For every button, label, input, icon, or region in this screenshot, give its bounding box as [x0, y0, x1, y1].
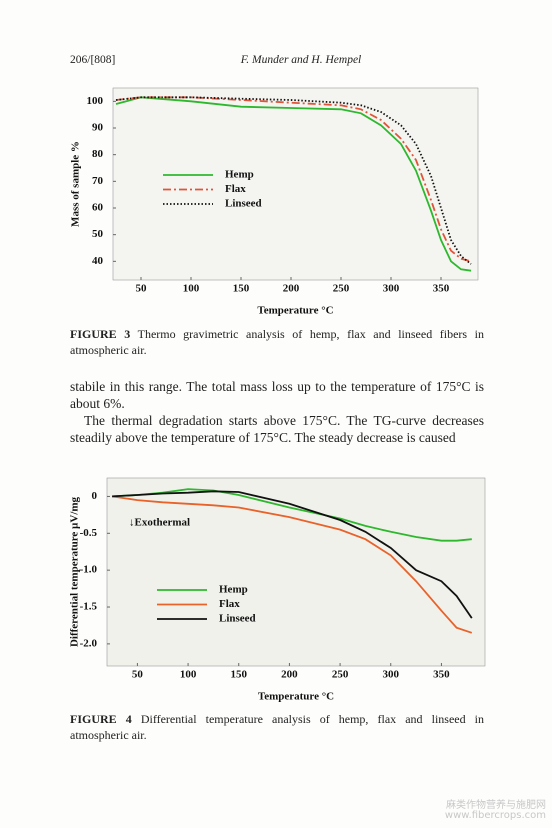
series-line [115, 96, 472, 272]
x-tick-label: 200 [281, 669, 298, 681]
legend-label: Flax [225, 183, 246, 195]
annotation: ↓Exothermal [129, 517, 190, 529]
legend-label: Hemp [225, 169, 254, 181]
y-tick-label: 50 [92, 228, 104, 240]
series-line [112, 488, 472, 542]
series-line [115, 96, 472, 265]
authors: F. Munder and H. Hempel [240, 54, 362, 66]
caption: FIGURE 4 Differential temperature analys… [70, 711, 484, 743]
legend-label: Flax [219, 598, 240, 610]
caption-label: FIGURE 4 [70, 712, 132, 726]
plot-area [112, 87, 479, 281]
x-tick-label: 250 [333, 283, 350, 295]
y-tick-label: 0 [92, 490, 98, 502]
legend-label: Linseed [219, 613, 256, 625]
x-axis-label: Temperature °C [257, 305, 333, 317]
paragraph: The thermal degradation starts above 175… [70, 413, 484, 445]
x-tick-label: 200 [283, 283, 300, 295]
y-tick-label: 80 [92, 148, 104, 160]
page-number: 206/[808] [70, 54, 116, 66]
x-tick-label: 300 [383, 283, 400, 295]
y-tick-label: -0.5 [80, 527, 98, 539]
y-tick-label: 90 [92, 122, 104, 134]
x-tick-label: 250 [332, 669, 349, 681]
y-axis-label: Mass of sample % [70, 141, 82, 227]
paragraph: stabile in this range. The total mass lo… [70, 379, 484, 411]
watermark: www.fibercrops.com [444, 810, 546, 821]
x-tick-label: 150 [230, 669, 247, 681]
y-tick-label: 40 [92, 255, 104, 267]
x-tick-label: 50 [132, 669, 144, 681]
x-tick-label: 300 [383, 669, 400, 681]
x-tick-label: 100 [180, 669, 197, 681]
x-axis-label: Temperature °C [258, 691, 334, 703]
series-line [111, 495, 473, 634]
x-tick-label: 100 [183, 283, 200, 295]
caption-text: Thermo gravimetric analysis of hemp, fla… [70, 327, 484, 357]
caption-label: FIGURE 3 [70, 327, 131, 341]
caption: FIGURE 3 Thermo gravimetric analysis of … [70, 326, 484, 358]
y-tick-label: 70 [92, 175, 104, 187]
y-tick-label: 60 [92, 202, 104, 214]
x-tick-label: 150 [233, 283, 250, 295]
y-tick-label: -1.0 [80, 564, 98, 576]
y-tick-label: -2.0 [80, 637, 98, 649]
caption-text: Differential temperature analysis of hem… [70, 712, 484, 742]
y-axis-label: Differential temperature µV/mg [69, 496, 81, 647]
watermark: 麻类作物营养与施肥网 [446, 800, 546, 811]
legend-label: Linseed [225, 198, 262, 210]
y-tick-label: 100 [87, 95, 104, 107]
x-tick-label: 350 [433, 669, 450, 681]
legend-label: Hemp [219, 584, 248, 596]
x-tick-label: 50 [136, 283, 148, 295]
x-tick-label: 350 [433, 283, 450, 295]
body-text: stabile in this range. The total mass lo… [70, 378, 484, 446]
y-tick-label: -1.5 [80, 601, 98, 613]
series-line [112, 490, 473, 619]
